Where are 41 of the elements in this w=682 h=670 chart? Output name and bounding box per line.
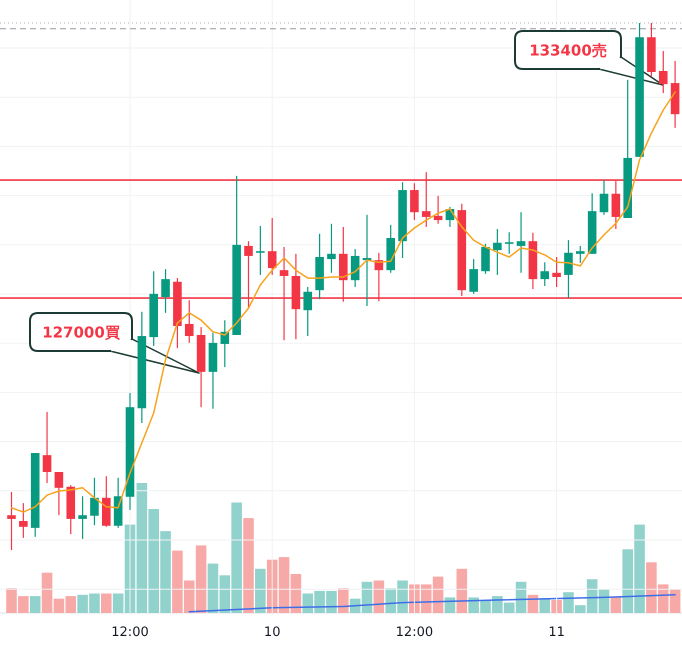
candlestick (19, 502, 28, 538)
bar (444, 597, 456, 613)
bar (255, 568, 266, 613)
candlestick (410, 182, 419, 221)
candlestick (434, 195, 442, 224)
candlestick (600, 179, 608, 216)
candlestick (658, 50, 668, 94)
annotation: 133400売 (529, 42, 607, 60)
candlestick (576, 245, 585, 264)
candlestick (327, 223, 336, 274)
bar (610, 597, 622, 613)
candlestick (504, 232, 514, 254)
bar (243, 518, 254, 613)
candlestick (493, 228, 502, 276)
candlestick (78, 496, 87, 540)
bar (539, 598, 550, 613)
bar (528, 594, 538, 613)
candlestick (90, 477, 99, 526)
candlestick (552, 256, 561, 288)
x-tick-label: 12:00 (396, 625, 434, 640)
annotation: 127000買 (42, 324, 120, 342)
bar (101, 594, 112, 613)
candlestick (564, 240, 573, 299)
candlestick (540, 262, 550, 287)
bar (456, 568, 468, 613)
x-tick-label: 10 (264, 625, 280, 640)
bar (551, 600, 562, 613)
candlestick (161, 268, 170, 314)
candlestick (516, 212, 526, 274)
x-tick-label: 11 (548, 625, 565, 640)
candlestick (7, 491, 16, 551)
candlestick (362, 214, 372, 307)
candlestick (256, 225, 265, 276)
bar (374, 580, 384, 613)
candlestick (303, 286, 312, 337)
bar (30, 596, 40, 613)
x-tick-label: 12:00 (111, 625, 149, 640)
candlestick (54, 471, 64, 516)
candlestick (469, 258, 478, 294)
candlestick (42, 411, 52, 484)
candlestick (268, 217, 276, 276)
